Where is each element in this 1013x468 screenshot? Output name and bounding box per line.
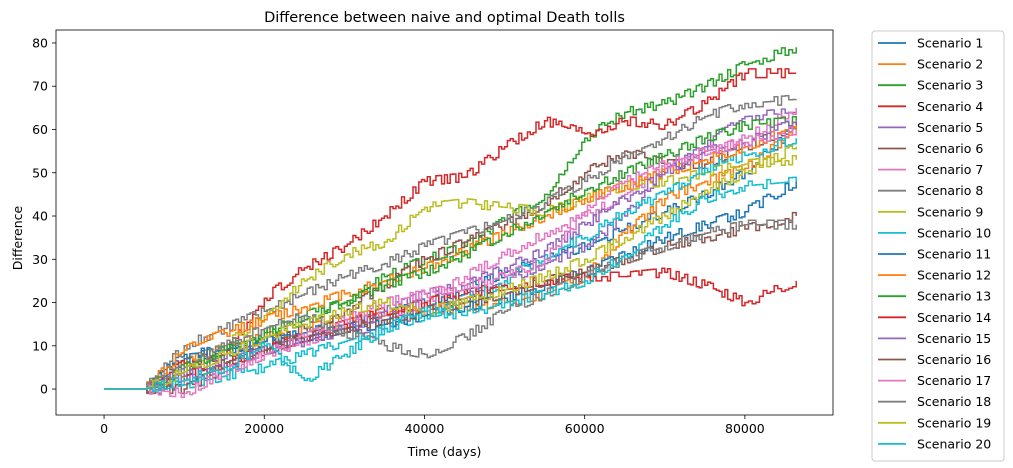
legend-label: Scenario 12 [917,268,991,283]
y-tick-label: 40 [32,209,48,224]
series-layer [104,47,797,399]
legend-label: Scenario 2 [917,57,983,72]
legend-label: Scenario 7 [917,162,983,177]
x-tick-label: 0 [100,421,108,436]
legend-label: Scenario 18 [917,394,991,409]
y-tick-label: 10 [32,338,48,353]
y-axis-label: Difference [10,205,25,270]
plot-frame [55,29,834,416]
legend-label: Scenario 19 [917,415,991,430]
chart-title: Difference between naive and optimal Dea… [264,10,625,26]
series-line-20 [104,176,797,393]
y-tick-label: 70 [32,79,48,94]
legend: Scenario 1 Scenario 2 Scenario 3 Scenario 4… [871,30,1005,462]
x-tick-label: 40000 [405,421,445,436]
axis-layer: 0 20000 40000 60000 80000 0 10 20 30 40 50 60 70 80 [32,29,834,436]
y-tick-label: 80 [32,35,48,50]
legend-label: Scenario 6 [917,141,983,156]
legend-frame [871,30,1005,462]
x-axis-label: Time (days) [407,444,482,459]
legend-label: Scenario 4 [917,99,983,114]
legend-label: Scenario 8 [917,183,983,198]
legend-label: Scenario 14 [917,310,991,325]
y-tick-label: 0 [40,382,48,397]
legend-label: Scenario 15 [917,331,991,346]
legend-label: Scenario 10 [917,225,991,240]
x-tick-label: 20000 [244,421,284,436]
legend-label: Scenario 9 [917,204,983,219]
legend-label: Scenario 20 [917,436,991,451]
legend-label: Scenario 3 [917,78,983,93]
x-tick-label: 60000 [565,421,605,436]
series-line-19 [104,145,797,390]
legend-label: Scenario 17 [917,373,991,388]
y-tick-label: 60 [32,122,48,137]
x-tick-label: 80000 [725,421,765,436]
legend-label: Scenario 13 [917,289,991,304]
y-tick-label: 30 [32,252,48,267]
y-tick-label: 50 [32,165,48,180]
legend-label: Scenario 1 [917,36,983,51]
series-line-18 [104,219,797,390]
series-line-11 [104,181,797,390]
legend-label: Scenario 5 [917,120,983,135]
y-tick-label: 20 [32,295,48,310]
legend-label: Scenario 11 [917,247,991,262]
legend-label: Scenario 16 [917,352,991,367]
series-line-8 [104,95,797,390]
